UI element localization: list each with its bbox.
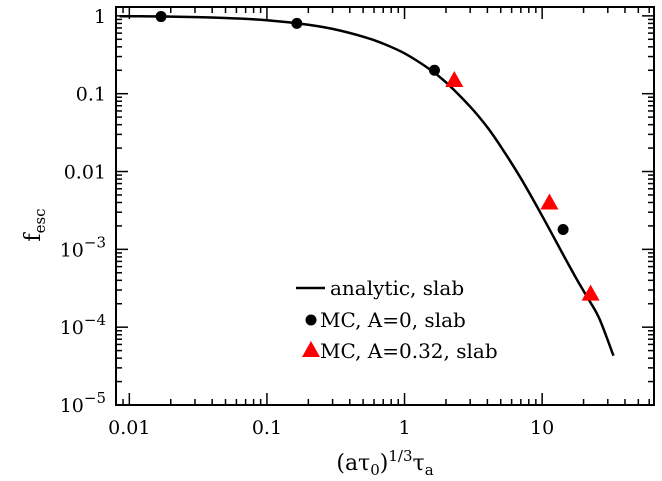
y-tick-label: 1 [94, 6, 106, 28]
plot-frame [115, 6, 655, 406]
y-tick-label: 0.01 [64, 162, 106, 184]
mc-a0-point [291, 17, 303, 29]
analytic-curve [119, 14, 615, 357]
mc-a0-point [428, 64, 440, 76]
mc-a032-point [540, 193, 559, 210]
tick-labels: 0.01 0.1 1 10 1 0.1 0.01 10−3 10−4 10−5 [60, 6, 555, 439]
x-tick-label: 10 [530, 417, 554, 439]
y-tick-label: 0.1 [76, 84, 106, 106]
mc-a0-point [155, 11, 167, 23]
mc-a0-point [557, 223, 569, 235]
legend-circle-marker [305, 314, 317, 326]
mc-a032-point [581, 284, 600, 301]
y-tick-label: 10−5 [60, 389, 106, 417]
x-tick-label: 0.01 [108, 417, 150, 439]
y-tick-label: 10−4 [60, 311, 106, 339]
y-tick-label: 10−3 [60, 233, 106, 261]
series-layer [119, 11, 615, 357]
x-tick-label: 1 [398, 417, 410, 439]
y-axis-label: fesc [21, 208, 49, 241]
legend-label-analytic: analytic, slab [330, 276, 464, 300]
legend-label-mc-a032: MC, A=0.32, slab [320, 339, 498, 363]
x-axis-label: (aτ0)1/3τa [336, 447, 433, 479]
mc-a032-point [445, 70, 464, 87]
x-tick-label: 0.1 [252, 417, 282, 439]
legend: analytic, slab MC, A=0, slab MC, A=0.32,… [296, 276, 498, 363]
legend-label-mc-a0: MC, A=0, slab [320, 308, 466, 332]
legend-triangle-marker [302, 341, 320, 357]
